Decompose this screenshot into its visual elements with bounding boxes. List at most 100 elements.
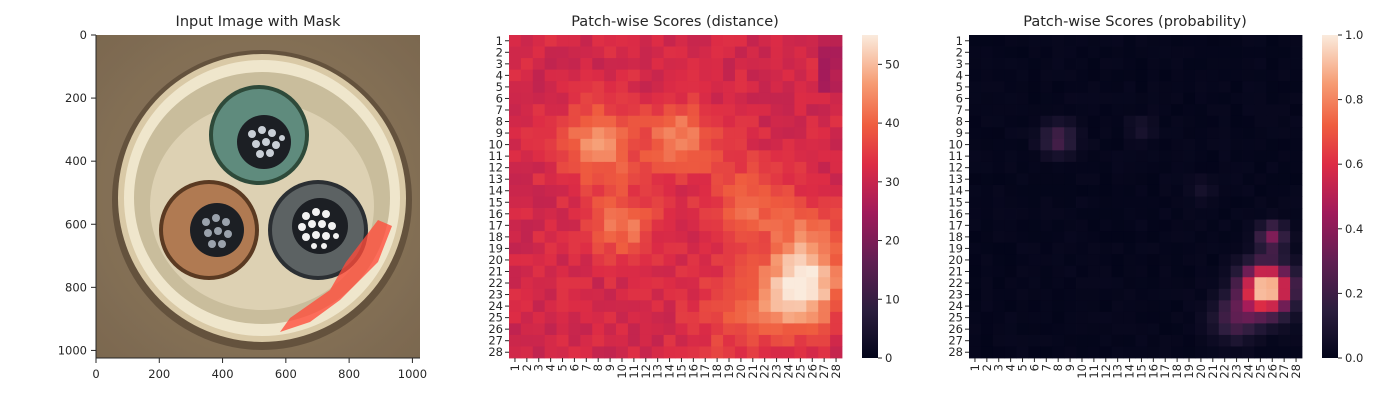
heatmap-cell [806,254,819,267]
image-x-tick: 0 [92,358,100,381]
distance-heatmap [509,35,843,359]
heatmap-cell [1076,92,1089,105]
col-tick: 15 [1134,358,1148,379]
row-tick: 23 [488,288,509,302]
row-tick: 10 [948,138,969,152]
heatmap-cell [604,150,617,163]
heatmap-cell [651,265,664,278]
heatmap-cell [969,127,982,140]
heatmap-cell [992,35,1006,47]
heatmap-cell [1206,300,1220,313]
heatmap-cell [1052,115,1065,128]
heatmap-cell [604,311,617,324]
heatmap-cell [734,277,748,290]
heatmap-cell [723,300,736,313]
heatmap-cell [1016,300,1029,313]
heatmap-cell [1159,173,1172,186]
heatmap-cell [1135,254,1148,267]
heatmap-cell [663,58,676,71]
row-tick: 14 [488,184,509,198]
heatmap-cell [818,127,831,140]
heatmap-cell [758,288,772,301]
heatmap-cell [770,311,783,324]
heatmap-cell [1171,277,1184,290]
heatmap-cell [509,277,522,290]
heatmap-cell [1218,288,1232,301]
heatmap-cell [830,115,843,128]
heatmap-cell [830,323,843,336]
heatmap-cell [544,104,557,117]
heatmap-cell [992,173,1006,186]
heatmap-cell [556,265,569,278]
row-label: 8 [496,115,503,129]
heatmap-cell [1099,115,1113,128]
heatmap-cell [520,150,534,163]
heatmap-cell [1254,346,1267,359]
heatmap-cell [544,173,557,186]
heatmap-cell [1242,115,1255,128]
heatmap-cell [1218,104,1232,117]
col-tick: 3 [532,358,546,371]
heatmap-cell [1040,334,1053,347]
heatmap-cell [1004,104,1017,117]
heatmap-cell [1218,277,1232,290]
heatmap-cell [1147,208,1160,220]
heatmap-cell [1087,334,1101,347]
heatmap-cell [699,127,712,140]
col-tick: 12 [1099,358,1113,379]
heatmap-cell [568,127,581,140]
heatmap-cell [980,346,994,359]
heatmap-cell [592,69,605,82]
heatmap-cell [746,219,760,232]
heatmap-cell [1242,346,1255,359]
heatmap-cell [806,231,819,244]
heatmap-cell [675,208,688,220]
heatmap-cell [1111,69,1124,82]
heatmap-cell [782,184,795,197]
heatmap-cell [1016,208,1029,220]
heatmap-cell [1064,300,1077,313]
heatmap-cell [992,81,1006,94]
heatmap-cell [1194,81,1208,94]
heatmap-cell [580,58,593,71]
heatmap-cell [1159,184,1172,197]
heatmap-cell [699,311,712,324]
heatmap-cell [1040,58,1053,71]
heatmap-cell [1052,161,1065,174]
heatmap-cell [687,265,700,278]
heatmap-cell [604,242,617,255]
heatmap-cell [1290,104,1303,117]
heatmap-cell [1290,334,1303,347]
heatmap-cell [1076,138,1089,151]
heatmap-cell [1254,92,1267,105]
col-label: 15 [674,364,688,379]
heatmap-cell [604,288,617,301]
col-tick: 16 [1146,358,1160,379]
heatmap-cell [616,115,629,128]
heatmap-cell [734,265,748,278]
heatmap-cell [1123,300,1136,313]
heatmap-cell [1278,150,1291,163]
heatmap-cell [818,46,831,59]
row-tick: 22 [948,276,969,290]
heatmap-cell [592,334,605,347]
heatmap-cell [1016,81,1029,94]
heatmap-cell [627,196,641,209]
heatmap-cell [592,173,605,186]
heatmap-cell [1099,334,1113,347]
heatmap-cell [1123,138,1136,151]
heatmap-cell [1230,288,1243,301]
image-y-tick-label: 200 [65,91,87,105]
row-tick: 27 [488,334,509,348]
heatmap-cell [818,254,831,267]
heatmap-cell [1135,231,1148,244]
heatmap-cell [1004,161,1017,174]
heatmap-cell [1230,81,1243,94]
heatmap-cell [1194,219,1208,232]
heatmap-cell [592,208,605,220]
heatmap-cell [1183,138,1196,151]
row-label: 19 [948,241,963,255]
heatmap-cell [1242,138,1255,151]
col-label: 3 [992,364,1006,371]
heatmap-cell [604,69,617,82]
